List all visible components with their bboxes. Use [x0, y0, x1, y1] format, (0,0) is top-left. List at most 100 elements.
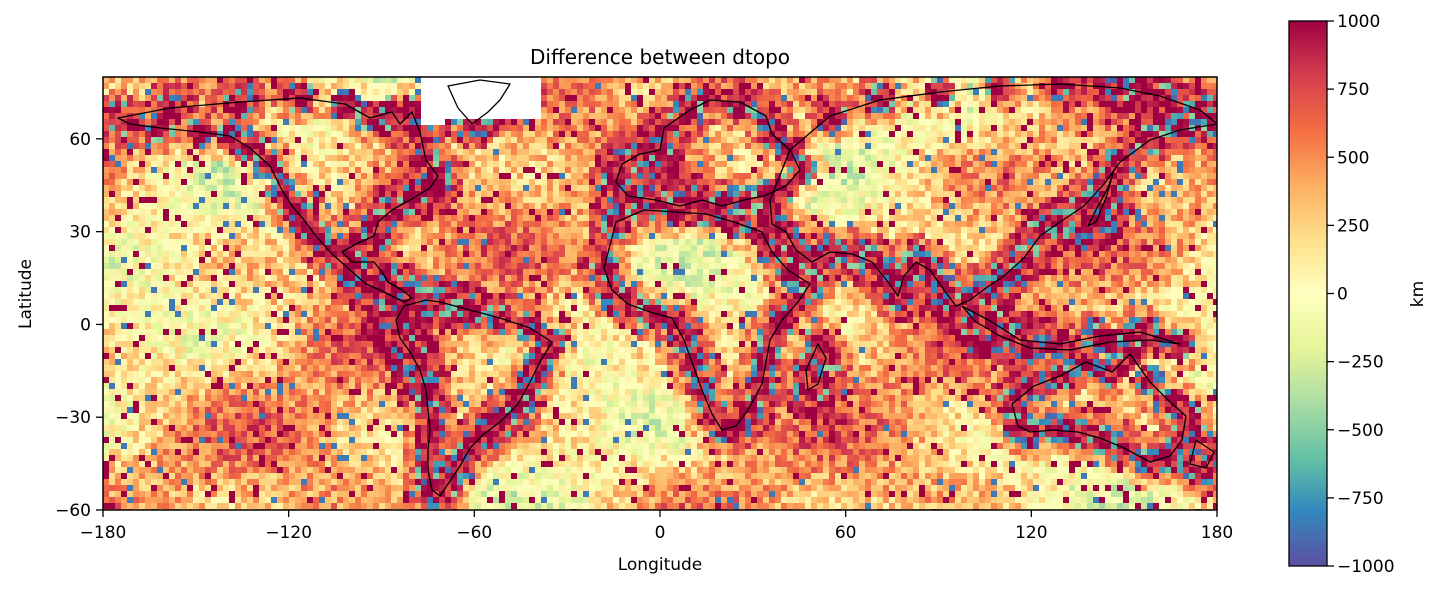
heatmap-cell — [901, 161, 907, 167]
heatmap-cell — [193, 191, 199, 197]
heatmap-cell — [163, 209, 169, 215]
heatmap-cell — [829, 167, 835, 173]
heatmap-cell — [325, 161, 331, 167]
heatmap-cell — [913, 167, 919, 173]
heatmap-cell — [853, 161, 859, 167]
heatmap-cell — [361, 113, 367, 119]
heatmap-cell — [1117, 161, 1123, 167]
heatmap-cell — [853, 119, 859, 125]
heatmap-cell — [553, 203, 559, 209]
heatmap-cell — [385, 131, 391, 137]
heatmap-cell — [607, 203, 613, 209]
heatmap-cell — [1159, 95, 1165, 101]
heatmap-cell — [787, 131, 793, 137]
heatmap-cell — [211, 125, 217, 131]
heatmap-cell — [1183, 203, 1189, 209]
heatmap-cell — [151, 185, 157, 191]
heatmap-cell — [283, 125, 289, 131]
heatmap-cell — [181, 125, 187, 131]
heatmap-cell — [973, 209, 979, 215]
heatmap-cell — [943, 197, 949, 203]
heatmap-cell — [523, 149, 529, 155]
heatmap-cell — [1207, 107, 1213, 113]
heatmap-cell — [685, 143, 691, 149]
heatmap-cell — [343, 215, 349, 221]
heatmap-cell — [571, 209, 577, 215]
heatmap-cell — [805, 161, 811, 167]
heatmap-cell — [241, 173, 247, 179]
heatmap-cell — [721, 137, 727, 143]
heatmap-cell — [1171, 197, 1177, 203]
heatmap-cell — [121, 239, 127, 245]
heatmap-cell — [469, 179, 475, 185]
heatmap-cell — [121, 233, 127, 239]
heatmap-cell — [763, 221, 769, 227]
heatmap-cell — [1123, 233, 1129, 239]
heatmap-cell — [133, 227, 139, 233]
heatmap-cell — [367, 107, 373, 113]
heatmap-cell — [1075, 83, 1081, 89]
heatmap-cell — [943, 83, 949, 89]
heatmap-cell — [277, 233, 283, 239]
heatmap-cell — [1009, 155, 1015, 161]
heatmap-cell — [1165, 227, 1171, 233]
heatmap-cell — [403, 221, 409, 227]
heatmap-cell — [421, 209, 427, 215]
heatmap-cell — [187, 221, 193, 227]
heatmap-cell — [307, 197, 313, 203]
heatmap-cell — [253, 197, 259, 203]
heatmap-cell — [949, 215, 955, 221]
heatmap-cell — [403, 155, 409, 161]
heatmap-cell — [715, 149, 721, 155]
heatmap-cell — [781, 77, 787, 83]
heatmap-cell — [529, 125, 535, 131]
heatmap-cell — [613, 203, 619, 209]
heatmap-cell — [823, 107, 829, 113]
heatmap-cell — [241, 101, 247, 107]
heatmap-cell — [439, 137, 445, 143]
heatmap-cell — [955, 179, 961, 185]
heatmap-cell — [673, 227, 679, 233]
heatmap-cell — [1141, 89, 1147, 95]
heatmap-cell — [979, 125, 985, 131]
heatmap-cell — [643, 173, 649, 179]
heatmap-cell — [1201, 233, 1207, 239]
heatmap-cell — [367, 161, 373, 167]
heatmap-cell — [259, 101, 265, 107]
heatmap-cell — [943, 173, 949, 179]
heatmap-cell — [385, 113, 391, 119]
heatmap-cell — [307, 185, 313, 191]
heatmap-cell — [115, 83, 121, 89]
heatmap-cell — [583, 167, 589, 173]
heatmap-cell — [1051, 149, 1057, 155]
heatmap-cell — [1075, 107, 1081, 113]
heatmap-cell — [265, 131, 271, 137]
heatmap-cell — [919, 113, 925, 119]
heatmap-cell — [175, 233, 181, 239]
heatmap-cell — [253, 185, 259, 191]
heatmap-cell — [103, 233, 109, 239]
heatmap-cell — [1057, 221, 1063, 227]
heatmap-cell — [1105, 209, 1111, 215]
heatmap-cell — [1153, 215, 1159, 221]
heatmap-cell — [145, 173, 151, 179]
heatmap-cell — [199, 209, 205, 215]
heatmap-cell — [733, 107, 739, 113]
heatmap-cell — [553, 89, 559, 95]
heatmap-cell — [1189, 197, 1195, 203]
heatmap-cell — [595, 107, 601, 113]
heatmap-cell — [211, 191, 217, 197]
heatmap-cell — [925, 131, 931, 137]
heatmap-cell — [1033, 185, 1039, 191]
heatmap-cell — [889, 179, 895, 185]
heatmap-cell — [1135, 101, 1141, 107]
heatmap-cell — [1135, 149, 1141, 155]
heatmap-cell — [1129, 101, 1135, 107]
heatmap-cell — [1189, 215, 1195, 221]
heatmap-cell — [445, 167, 451, 173]
heatmap-cell — [1045, 221, 1051, 227]
heatmap-cell — [415, 83, 421, 89]
heatmap-cell — [991, 143, 997, 149]
heatmap-cell — [829, 95, 835, 101]
heatmap-cell — [1123, 215, 1129, 221]
